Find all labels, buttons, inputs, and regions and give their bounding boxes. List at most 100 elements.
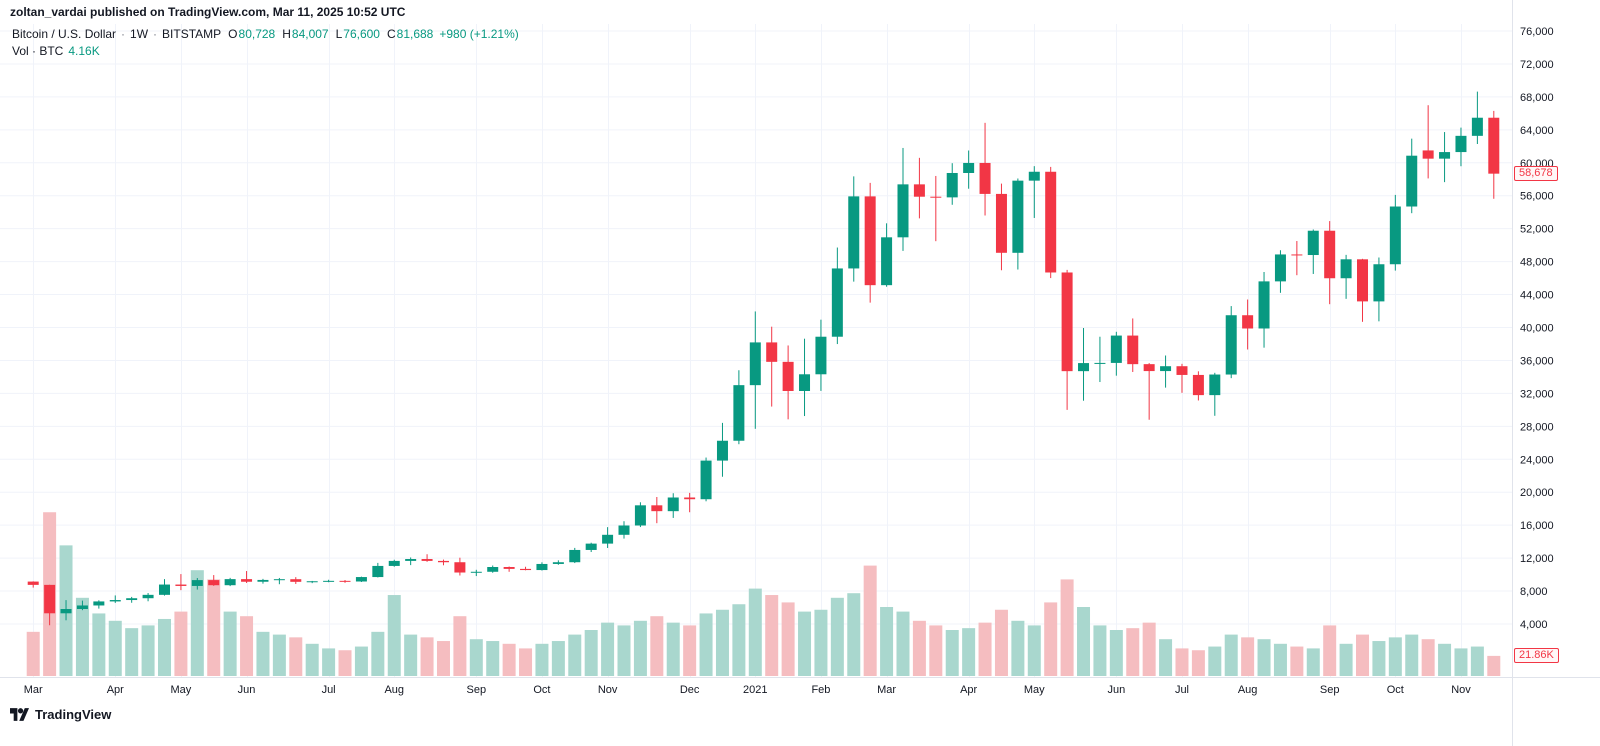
price-axis-label: 20,000 [1520,487,1554,499]
volume-bar [765,595,779,676]
candle-body [1488,117,1500,174]
candle-body [1061,272,1073,372]
candle-body [1307,230,1319,256]
candle-body [651,505,663,512]
candle-body [634,505,646,526]
volume-bar [1454,648,1468,676]
volume-bar [1027,625,1041,676]
candle-body [995,193,1007,253]
volume-bar [1060,579,1074,676]
candle-body [76,605,88,610]
candle-body [881,237,893,286]
volume-bar [732,604,746,676]
volume-bar [666,622,680,676]
volume-bar [108,620,122,676]
candle-body [372,565,384,578]
candle-body [1439,152,1451,159]
volume-bar [945,630,959,676]
ohlc-letter: H [282,27,291,41]
volume-bar [207,579,221,676]
time-axis-label: Oct [1387,684,1404,696]
interval-label[interactable]: 1W [130,27,149,41]
volume-bar [1044,602,1058,676]
volume-bar [256,631,270,676]
volume-bar [830,597,844,676]
time-axis-label: May [1024,684,1045,696]
legend-separator: · [153,27,158,41]
ohlc-number: 81,688 [396,27,434,41]
candle-body [191,580,203,586]
candle-body [1373,264,1385,302]
price-axis-label: 24,000 [1520,454,1554,466]
time-axis-label: Jul [322,684,336,696]
volume-bar [1142,622,1156,676]
high-value: H84,007 [282,27,328,41]
candle-body [109,600,121,602]
legend: Bitcoin / U.S. Dollar · 1W · BITSTAMP O80,728… [12,26,519,60]
time-axis-label: Mar [877,684,896,696]
volume-bar [650,616,664,676]
candle-body [1225,315,1237,375]
candle-body [1274,254,1286,282]
ohlc-letter: L [335,27,343,41]
candle-body [1422,150,1434,159]
volume-bar [535,643,549,676]
volume-bar [1208,646,1222,676]
volume-bar [1388,637,1402,676]
last-volume-badge: 21.86K [1514,647,1559,663]
volume-bar [715,609,729,676]
price-axis-label: 52,000 [1520,224,1554,236]
volume-bar [26,631,40,676]
exchange-label[interactable]: BITSTAMP [162,27,222,41]
volume-bar [469,639,483,676]
candle-body [716,440,728,461]
candle-body [60,609,72,614]
volume-bar [174,611,188,676]
candle-body [700,460,712,500]
price-axis-label: 36,000 [1520,355,1554,367]
price-axis-label: 12,000 [1520,553,1554,565]
volume-bar [1011,620,1025,676]
volume-bar [420,637,434,676]
candle-body [405,559,417,561]
time-axis-label: Apr [107,684,124,696]
volume-legend-label: Vol · BTC [12,44,64,58]
time-axis-label: 2021 [743,684,767,696]
ohlc-number: 76,600 [343,27,380,41]
ohlc-number: 84,007 [291,27,329,41]
candle-body [602,534,614,544]
symbol-row[interactable]: Bitcoin / U.S. Dollar · 1W · BITSTAMP O80,728… [12,26,519,43]
volume-bar [814,609,828,676]
symbol-title[interactable]: Bitcoin / U.S. Dollar [12,27,117,41]
volume-bar [896,611,910,676]
time-axis-label: Jun [238,684,256,696]
candle-body [552,562,564,564]
volume-bar [92,613,106,676]
price-axis-label: 28,000 [1520,421,1554,433]
tradingview-watermark-label: TradingView [35,707,112,722]
volume-bar [157,618,171,676]
volume-bar [387,595,401,676]
candle-body [93,601,105,606]
volume-bar [863,565,877,676]
candle-body [946,172,958,198]
open-value: O80,728 [228,27,275,41]
volume-bar [584,630,598,676]
price-axis-label: 76,000 [1520,26,1554,38]
candle-body [1471,117,1483,136]
time-axis-label: Mar [24,684,43,696]
volume-bar [1109,630,1123,676]
candle-body [470,571,482,573]
volume-bar [338,650,352,676]
volume-bar [141,625,155,676]
candle-body [864,196,876,286]
candle-body [569,549,581,563]
time-axis-label: Aug [384,684,404,696]
time-axis-label: Aug [1238,684,1258,696]
volume-bar [272,634,286,676]
tradingview-watermark[interactable]: TradingView [10,707,111,722]
volume-bar [305,643,319,676]
time-axis-label: Jun [1107,684,1125,696]
candle-body [930,196,942,198]
